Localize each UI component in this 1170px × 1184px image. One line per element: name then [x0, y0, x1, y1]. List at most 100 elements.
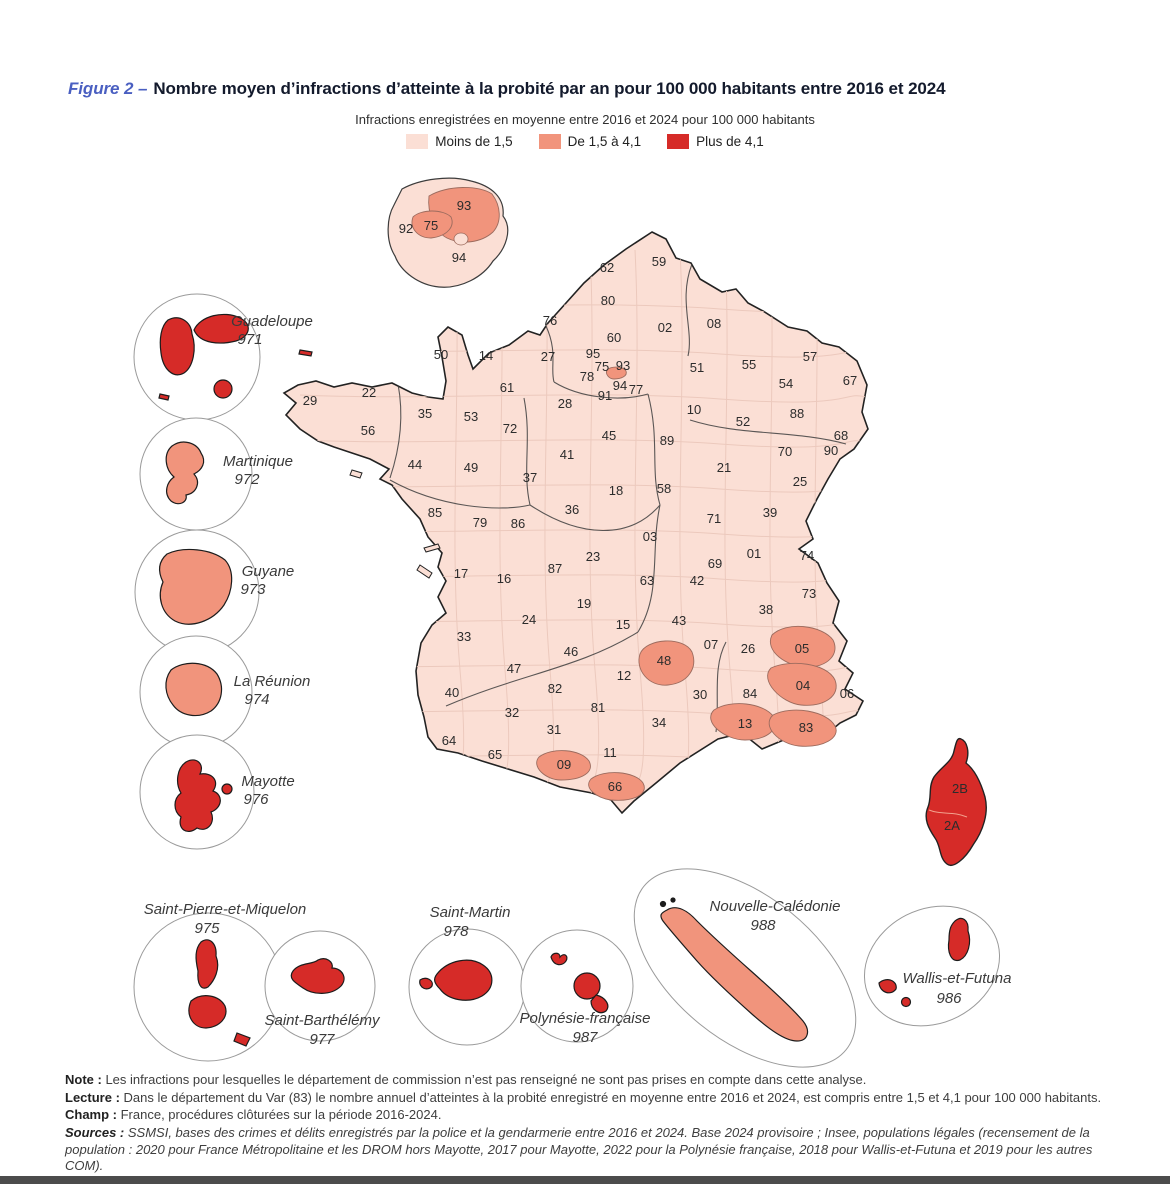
- legend-swatch-low: [406, 134, 429, 149]
- dept-label-43: 43: [672, 613, 686, 628]
- dept-label-12: 12: [617, 668, 631, 683]
- martinique-island: [165, 441, 205, 505]
- dept-label-55: 55: [742, 357, 756, 372]
- dept-label-08: 08: [707, 316, 721, 331]
- dept-label-59: 59: [652, 254, 666, 269]
- legend-item-low: Moins de 1,5: [406, 134, 513, 149]
- dept-label-35: 35: [418, 406, 432, 421]
- saint-barthelemy-island: [290, 958, 345, 994]
- dept-label-73: 73: [802, 586, 816, 601]
- dept-label-70: 70: [778, 444, 792, 459]
- mid-category-departments: [536, 366, 837, 801]
- guyane-shape: [158, 548, 233, 625]
- dept-label-91: 91: [598, 388, 612, 403]
- territory-name-971: Guadeloupe: [231, 313, 313, 330]
- saint-martin-islet: [419, 977, 433, 990]
- territory-name-978: Saint-Martin: [430, 904, 511, 921]
- nouvelle-caledonie-island: [660, 907, 809, 1042]
- polynesie-tahiti: [573, 972, 601, 1000]
- territory-code-974: 974: [244, 691, 269, 708]
- dept-13-shape: [710, 703, 776, 741]
- territory-name-976: Mayotte: [241, 773, 294, 790]
- idf-94-notch: [453, 232, 469, 246]
- territory-name-974: La Réunion: [234, 673, 311, 690]
- territory-code-986: 986: [936, 990, 962, 1007]
- dept-label-21: 21: [717, 460, 731, 475]
- dept-label-81: 81: [591, 700, 605, 715]
- territory-code-971: 971: [237, 331, 262, 348]
- idf-label-75: 75: [424, 218, 438, 233]
- dept-label-77: 77: [629, 382, 643, 397]
- champ-text: France, procédures clôturées sur la péri…: [117, 1107, 442, 1123]
- territory-name-975: Saint-Pierre-et-Miquelon: [144, 901, 307, 918]
- territory-code-976: 976: [243, 791, 269, 808]
- wallis-island: [947, 917, 971, 962]
- dept-label-57: 57: [803, 349, 817, 364]
- coastal-islands: [349, 469, 441, 579]
- dept-label-26: 26: [741, 641, 755, 656]
- polynesie-islet-west: [550, 952, 568, 966]
- dept-label-69: 69: [708, 556, 722, 571]
- dept-label-27: 27: [541, 349, 555, 364]
- territory-code-988: 988: [750, 917, 776, 934]
- figure-title-text: Nombre moyen d’infractions d’atteinte à …: [153, 79, 946, 98]
- dept-label-33: 33: [457, 629, 471, 644]
- dept-label-39: 39: [763, 505, 777, 520]
- dept-label-45: 45: [602, 428, 616, 443]
- dept-label-15: 15: [616, 617, 630, 632]
- mayotte-island: [174, 759, 221, 832]
- guadeloupe-marie-galante: [213, 379, 233, 399]
- dept-label-61: 61: [500, 380, 514, 395]
- dept-label-14: 14: [479, 348, 493, 363]
- dept-label-23: 23: [586, 549, 600, 564]
- dept-label-65: 65: [488, 747, 502, 762]
- map-legend: Infractions enregistrées en moyenne entr…: [0, 112, 1170, 149]
- guadeloupe-basse-terre: [159, 317, 195, 376]
- dept-label-49: 49: [464, 460, 478, 475]
- dept-label-17: 17: [454, 566, 468, 581]
- corsica-2a-2b-border: [928, 809, 968, 818]
- dept-label-28: 28: [558, 396, 572, 411]
- territory-name-973: Guyane: [242, 563, 295, 580]
- dept-label-51: 51: [690, 360, 704, 375]
- footnotes: Note : Les infractions pour lesquelles l…: [65, 1072, 1113, 1176]
- dept-label-09: 09: [557, 757, 571, 772]
- nc-islet-2: [670, 897, 676, 903]
- dept-label-64: 64: [442, 733, 456, 748]
- dept-label-02: 02: [658, 320, 672, 335]
- dept-label-54: 54: [779, 376, 793, 391]
- dept-label-94: 94: [613, 378, 627, 393]
- note-text: Les infractions pour lesquelles le dépar…: [101, 1072, 867, 1087]
- france-mainland-outline: [282, 231, 869, 815]
- dept-label-78: 78: [580, 369, 594, 384]
- dept-label-95: 95: [586, 346, 600, 361]
- dept-48-shape: [638, 640, 695, 686]
- territory-code-973: 973: [240, 581, 266, 598]
- nc-islet-1: [659, 900, 667, 908]
- spm-saint-pierre: [233, 1032, 251, 1047]
- dept-label-2B: 2B: [952, 781, 968, 796]
- lecture-label: Lecture :: [65, 1089, 120, 1105]
- dept-label-52: 52: [736, 414, 750, 429]
- spm-langlade: [188, 995, 227, 1029]
- dept-label-56: 56: [361, 423, 375, 438]
- dept-label-36: 36: [565, 502, 579, 517]
- mayotte-islet: [221, 783, 233, 795]
- legend-label: De 1,5 à 4,1: [567, 134, 642, 149]
- legend-swatch-high: [667, 134, 690, 149]
- dept-label-48: 48: [657, 653, 671, 668]
- dept-label-85: 85: [428, 505, 442, 520]
- dept-label-22: 22: [362, 385, 376, 400]
- dept-label-46: 46: [564, 644, 578, 659]
- dept-label-42: 42: [690, 573, 704, 588]
- dept-label-74: 74: [800, 548, 814, 563]
- territory-code-978: 978: [443, 923, 469, 940]
- guadeloupe-desirade: [298, 349, 313, 357]
- legend-swatch-mid: [538, 134, 561, 149]
- dept-75-shape: [606, 366, 627, 380]
- dept-09-shape: [536, 750, 591, 781]
- territory-islands-high: [158, 313, 971, 1047]
- dept-label-76: 76: [543, 313, 557, 328]
- corsica-shape: [925, 737, 987, 866]
